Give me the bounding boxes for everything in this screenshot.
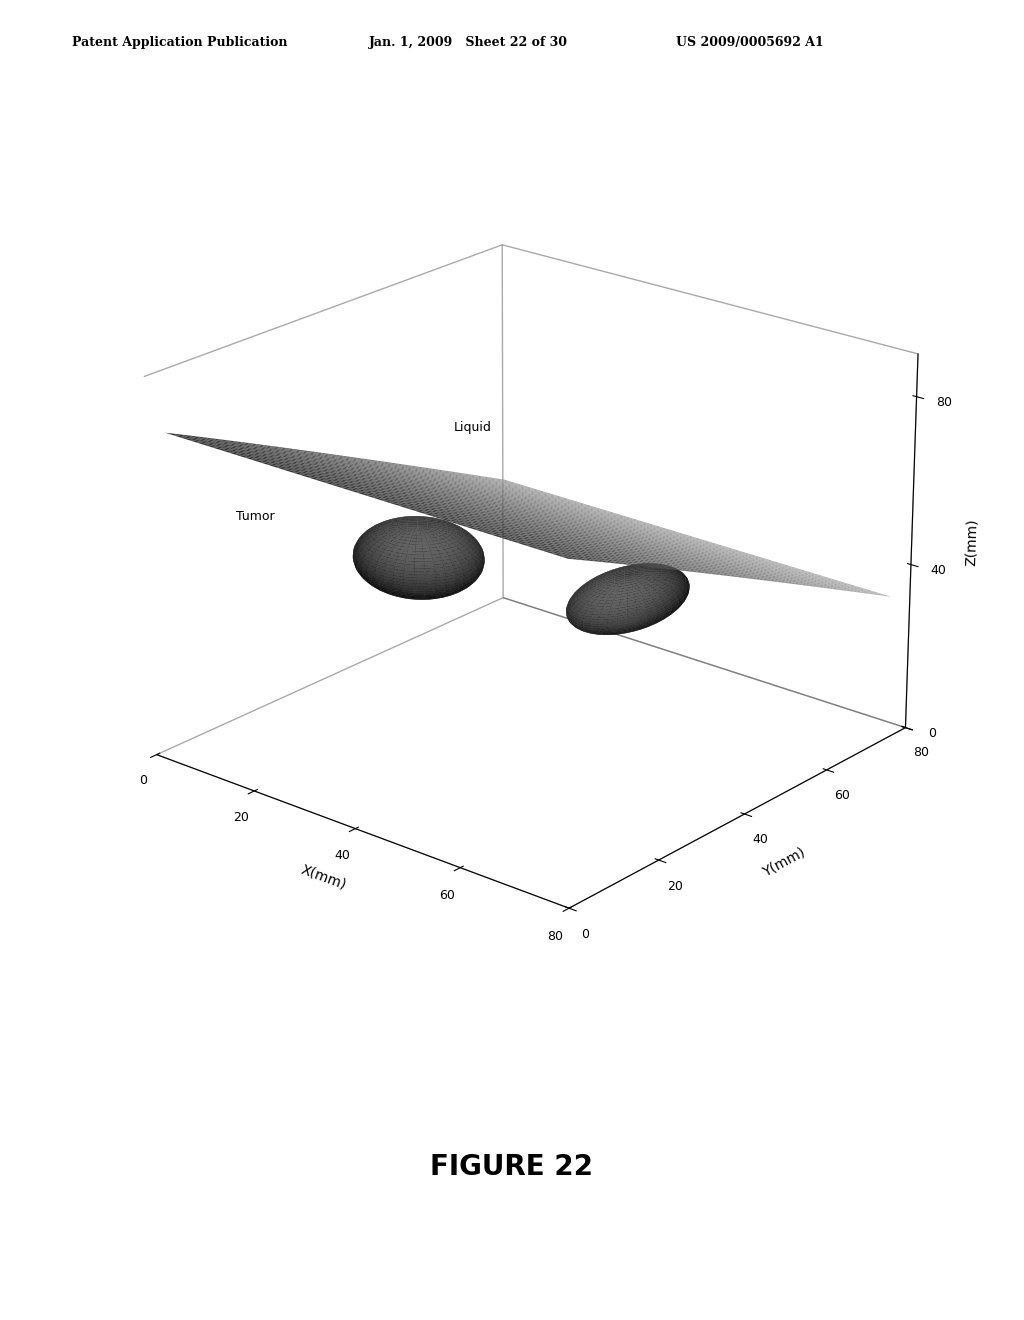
Y-axis label: Y(mm): Y(mm) xyxy=(761,846,808,879)
Text: FIGURE 22: FIGURE 22 xyxy=(430,1152,594,1181)
X-axis label: X(mm): X(mm) xyxy=(299,862,348,891)
Text: Patent Application Publication: Patent Application Publication xyxy=(72,36,287,49)
Text: US 2009/0005692 A1: US 2009/0005692 A1 xyxy=(676,36,823,49)
Text: Jan. 1, 2009   Sheet 22 of 30: Jan. 1, 2009 Sheet 22 of 30 xyxy=(369,36,567,49)
